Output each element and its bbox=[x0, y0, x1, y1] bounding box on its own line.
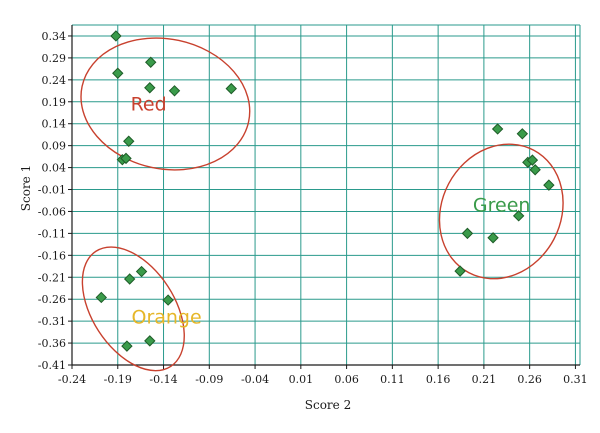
y-tick-label: 0.14 bbox=[42, 118, 67, 131]
x-axis-label: Score 2 bbox=[305, 398, 351, 412]
cluster-ellipse-orange bbox=[81, 246, 185, 372]
y-tick-label: -0.21 bbox=[38, 271, 66, 284]
x-tick-label: 0.21 bbox=[472, 373, 497, 386]
cluster-ellipse-red bbox=[80, 37, 251, 171]
data-point bbox=[461, 227, 474, 240]
data-point bbox=[144, 82, 156, 94]
data-point bbox=[145, 56, 157, 68]
y-tick-label: 0.09 bbox=[42, 140, 67, 153]
data-point bbox=[168, 85, 181, 97]
cluster-labels: Red Green Orange bbox=[131, 94, 531, 329]
y-axis-label: Score 1 bbox=[19, 165, 33, 211]
data-point bbox=[123, 135, 135, 147]
data-point bbox=[516, 128, 529, 140]
y-tick-label: 0.29 bbox=[42, 52, 67, 65]
data-point bbox=[112, 67, 124, 79]
data-point bbox=[491, 123, 504, 135]
x-tick-label: -0.19 bbox=[104, 373, 132, 386]
x-tick-label: -0.09 bbox=[195, 373, 223, 386]
x-tick-label: 0.31 bbox=[563, 373, 588, 386]
data-point bbox=[110, 30, 122, 42]
y-tick-labels: 0.34 0.29 0.24 0.19 0.14 0.09 0.04 -0.01 -0.06 -0… bbox=[38, 30, 72, 372]
x-tick-label: 0.11 bbox=[380, 373, 405, 386]
y-tick-label: -0.41 bbox=[38, 359, 66, 372]
data-points bbox=[95, 30, 555, 352]
y-tick-label: 0.24 bbox=[42, 74, 67, 87]
data-point bbox=[487, 232, 499, 244]
x-tick-label: 0.16 bbox=[426, 373, 451, 386]
y-tick-label: -0.26 bbox=[38, 293, 66, 306]
data-point bbox=[543, 179, 555, 191]
cluster-ellipses bbox=[80, 37, 564, 372]
data-point bbox=[95, 291, 107, 304]
data-point bbox=[135, 265, 148, 278]
data-point bbox=[123, 273, 136, 285]
x-tick-label: -0.04 bbox=[241, 373, 269, 386]
data-point bbox=[512, 210, 525, 222]
x-tick-label: -0.24 bbox=[58, 373, 86, 386]
data-point bbox=[529, 164, 541, 176]
x-tick-label: -0.14 bbox=[149, 373, 177, 386]
y-tick-label: -0.36 bbox=[38, 337, 66, 350]
y-tick-label: 0.34 bbox=[42, 30, 67, 43]
data-point bbox=[454, 265, 466, 277]
y-tick-label: -0.06 bbox=[38, 205, 66, 218]
cluster-label-green: Green bbox=[473, 194, 531, 216]
x-tick-labels: -0.24 -0.19 -0.14 -0.09 -0.04 0.01 0.06 0.11 0.1… bbox=[58, 365, 588, 386]
cluster-label-red: Red bbox=[131, 94, 167, 116]
y-tick-label: 0.04 bbox=[42, 162, 67, 175]
grid-lines bbox=[71, 24, 581, 366]
data-point bbox=[120, 152, 132, 165]
data-point bbox=[121, 340, 133, 352]
y-tick-label: -0.16 bbox=[38, 249, 66, 262]
cluster-ellipse-green bbox=[438, 143, 564, 280]
y-tick-label: -0.31 bbox=[38, 315, 66, 328]
data-point bbox=[162, 294, 174, 306]
y-tick-label: -0.01 bbox=[38, 184, 66, 197]
data-point bbox=[144, 335, 156, 347]
x-tick-label: 0.26 bbox=[517, 373, 542, 386]
y-tick-label: 0.19 bbox=[42, 96, 67, 109]
data-point bbox=[225, 82, 237, 95]
y-tick-label: -0.11 bbox=[38, 227, 66, 240]
x-tick-label: 0.01 bbox=[289, 373, 314, 386]
x-tick-label: 0.06 bbox=[334, 373, 359, 386]
data-point bbox=[526, 154, 539, 166]
cluster-label-orange: Orange bbox=[131, 306, 201, 328]
